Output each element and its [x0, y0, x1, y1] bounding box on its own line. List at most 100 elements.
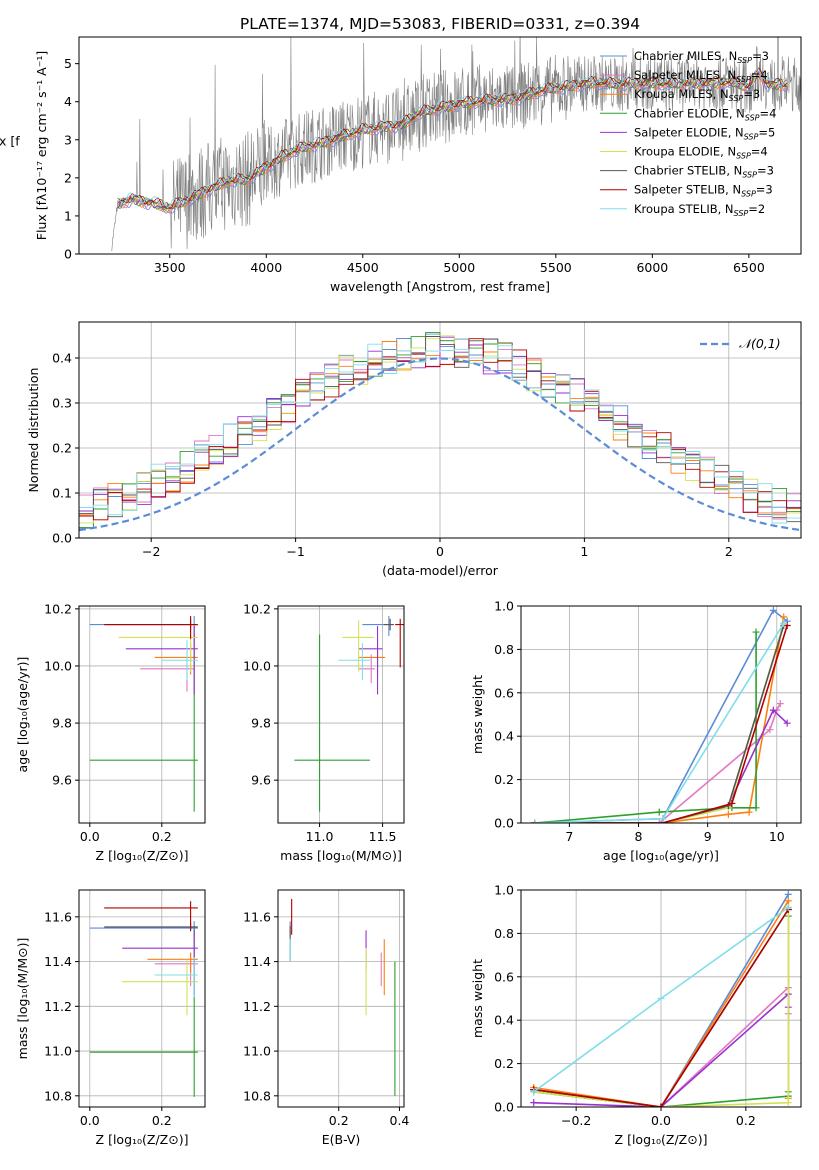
- weight_vs_age-line-salpeter-miles-marker: [776, 700, 784, 708]
- mass_vs_EBV-xtick-label: 0.4: [390, 1113, 410, 1128]
- spectrum-data-line: [111, 37, 801, 252]
- weight_vs_Z-line-kroupa-stelib-marker: [657, 995, 665, 1002]
- spectrum-model-line-chabrier-stelib: [117, 68, 788, 210]
- mass_vs_Z-ytick-label: 10.8: [44, 1088, 72, 1103]
- weight_vs_Z-frame: [520, 889, 802, 1108]
- age_vs_Z-errorbar-kroupa-miles: [154, 643, 198, 675]
- weight_vs_age-line-chabrier-elodie-marker: [752, 628, 760, 636]
- weight_vs_age-xlabel: age [log₁₀(age/yr)]: [603, 848, 719, 863]
- legend-entry-salpeter-elodie: Salpeter ELODIE, NSSP=5: [634, 125, 775, 141]
- spectrum-model-line-kroupa-stelib: [117, 67, 788, 208]
- mass_vs_EBV-xtick-label: 0.2: [329, 1113, 349, 1128]
- spectrum-ytick-label: 5: [64, 56, 72, 71]
- weight_vs_age-line-kroupa-miles-marker: [745, 808, 753, 816]
- spectrum-legend: Chabrier MILES, NSSP=3 Salpeter MILES, NS…: [600, 49, 776, 218]
- weight_vs_age-ytick-label: 0.4: [494, 729, 514, 744]
- mass_vs_EBV-frame: [277, 889, 405, 1108]
- age_vs_mass-ytick-label: 10.0: [243, 658, 271, 673]
- mass_vs_Z-errorbar-chabrier-stelib: [104, 922, 198, 932]
- weight_vs_age-line-salpeter-stelib: [534, 625, 788, 823]
- weight_vs_Z-line-kroupa-stelib-marker: [530, 1088, 538, 1096]
- weight_vs_age-ytick-label: 0.6: [494, 685, 514, 700]
- mass_vs_Z-plot-area: [89, 901, 198, 1097]
- weight_vs_age-line-chabrier-miles: [534, 609, 788, 823]
- weight_vs_Z-ylabel: mass weight: [470, 959, 485, 1038]
- weight_vs_age-line-kroupa-stelib-marker: [780, 619, 788, 627]
- weight_vs_age-frame: [520, 605, 802, 824]
- age_vs_Z-ytick-label: 9.6: [52, 773, 72, 788]
- weight_vs_Z-ytick-label: 0.8: [494, 926, 514, 941]
- mass_vs_Z-ytick-label: 11.4: [44, 954, 72, 969]
- weight_vs_Z-line-salpeter-stelib: [533, 909, 789, 1107]
- residuals-legend-label: 𝒩(0,1): [739, 336, 781, 351]
- mass_vs_Z-axes: 0.0 0.2 10.8 11.0 11.2 11.4 11.6 Z [log₁₀(Z/Z⊙)…: [15, 890, 205, 1147]
- spectrum-xtick-label: 5500: [540, 260, 572, 275]
- weight_vs_Z-ytick-label: 0.4: [494, 1013, 514, 1028]
- weight_vs_age-line-salpeter-stelib-marker: [728, 799, 736, 807]
- mass_vs_EBV-ytick-label: 11.6: [243, 909, 271, 924]
- weight_vs_age-ylabel: mass weight: [470, 675, 485, 754]
- residuals-xtick-label: 1: [580, 544, 588, 559]
- mass_vs_Z-ytick-label: 11.2: [44, 999, 72, 1014]
- weight_vs_Z-ytick-label: 0.2: [494, 1056, 514, 1071]
- mass_vs_Z-ytick-label: 11.6: [44, 909, 72, 924]
- age_vs_mass-errorbar-kroupa-stelib: [338, 643, 372, 681]
- weight_vs_age-line-salpeter-elodie: [534, 708, 788, 823]
- spectrum-xtick-label: 6000: [636, 260, 668, 275]
- age_vs_Z-ylabel: age [log₁₀(age/yr)]: [15, 657, 30, 773]
- residuals-ytick-label: 0.4: [52, 351, 72, 366]
- mass_vs_Z-errorbar-kroupa-miles: [147, 952, 198, 973]
- weight_vs_age-xtick-label: 9: [704, 829, 712, 844]
- weight_vs_age-line-salpeter-elodie-marker: [783, 719, 791, 727]
- weight_vs_Z-xtick-label: 0.0: [651, 1113, 671, 1128]
- weight_vs_age-line-chabrier-stelib: [534, 625, 785, 823]
- mass_vs_Z-errorbar-kroupa-elodie: [122, 959, 198, 1016]
- mass_vs_EBV-plot-area: [289, 898, 396, 1096]
- age_vs_Z-errorbar-salpeter-stelib: [104, 615, 198, 639]
- legend-entry-salpeter-miles: Salpeter MILES, NSSP=4: [634, 68, 768, 84]
- weight_vs_Z-xlabel: Z [log₁₀(Z/Z⊙)]: [615, 1132, 708, 1147]
- age_vs_mass-ytick-label: 10.2: [243, 601, 271, 616]
- residuals-ytick-label: 0.3: [52, 396, 72, 411]
- weight_vs_age-line-salpeter-elodie-marker: [769, 706, 777, 714]
- residuals-ytick-label: 0.1: [52, 486, 72, 501]
- legend-entry-chabrier-elodie: Chabrier ELODIE, NSSP=4: [634, 106, 776, 122]
- weight_vs_age-line-salpeter-miles-marker: [766, 726, 774, 734]
- spectrum-plot-area: [111, 37, 801, 252]
- weight_vs_Z-line-salpeter-stelib-marker: [657, 1103, 665, 1107]
- spectrum-ylabel: Flux [fλ10⁻¹⁷ erg cm⁻² s⁻¹ A⁻¹]: [34, 51, 49, 240]
- age_vs_mass-xtick-label: 11.5: [369, 829, 397, 844]
- weight_vs_age-ytick-label: 0.0: [494, 816, 514, 831]
- weight_vs_age-line-kroupa-miles: [534, 616, 785, 823]
- residuals-xtick-label: 0: [436, 544, 444, 559]
- mass_vs_Z-errorbar-salpeter-miles: [154, 952, 198, 987]
- weight_vs_Z-line-kroupa-elodie: [533, 907, 790, 1107]
- mass_vs_Z-xtick-label: 0.0: [80, 1113, 100, 1128]
- weight_vs_age-ytick-label: 1.0: [494, 599, 514, 614]
- spectrum-frame: [78, 36, 802, 255]
- residuals-ytick-label: 0.0: [52, 531, 72, 546]
- residuals-ytick-label: 0.2: [52, 441, 72, 456]
- residuals-ylabel: Normed distribution: [26, 368, 41, 493]
- mass_vs_Z-errorbar-kroupa-stelib: [154, 957, 198, 998]
- spectrum-ytick-label: 0: [64, 247, 72, 262]
- age_vs_Z-plot-area: [89, 615, 198, 812]
- residuals-frame: [78, 321, 802, 539]
- weight_vs_Z-line-chabrier-miles-marker: [784, 890, 792, 898]
- legend-entry-chabrier-miles: Chabrier MILES, NSSP=3: [634, 49, 769, 65]
- weight_vs_Z-ytick-label: 0.6: [494, 969, 514, 984]
- weight_vs_age-line-chabrier-elodie-marker: [655, 808, 663, 816]
- age_vs_Z-errorbar-chabrier-miles: [89, 615, 198, 636]
- legend-entry-kroupa-stelib: Kroupa STELIB, NSSP=2: [634, 202, 765, 218]
- mass_vs_Z-errorbar-chabrier-elodie: [89, 926, 198, 1097]
- mass_vs_Z-xtick-label: 0.2: [152, 1113, 172, 1128]
- spectrum-ytick-label: 3: [64, 132, 72, 147]
- residuals-xtick-label: −2: [142, 544, 160, 559]
- mass_vs_Z-ytick-label: 11.0: [44, 1044, 72, 1059]
- mass_vs_Z-frame: [78, 889, 206, 1108]
- weight_vs_Z-axes: −0.2 0.0 0.2 0.0 0.2 0.4 0.6 0.8 1.0 Z [log₁₀(Z/Z…: [470, 883, 801, 1147]
- weight_vs_age-line-kroupa-stelib-marker: [659, 815, 667, 823]
- age_vs_mass-errorbar-chabrier-stelib: [383, 618, 394, 631]
- mass_vs_EBV-ytick-label: 11.2: [243, 999, 271, 1014]
- weight_vs_age-line-salpeter-miles: [534, 703, 782, 823]
